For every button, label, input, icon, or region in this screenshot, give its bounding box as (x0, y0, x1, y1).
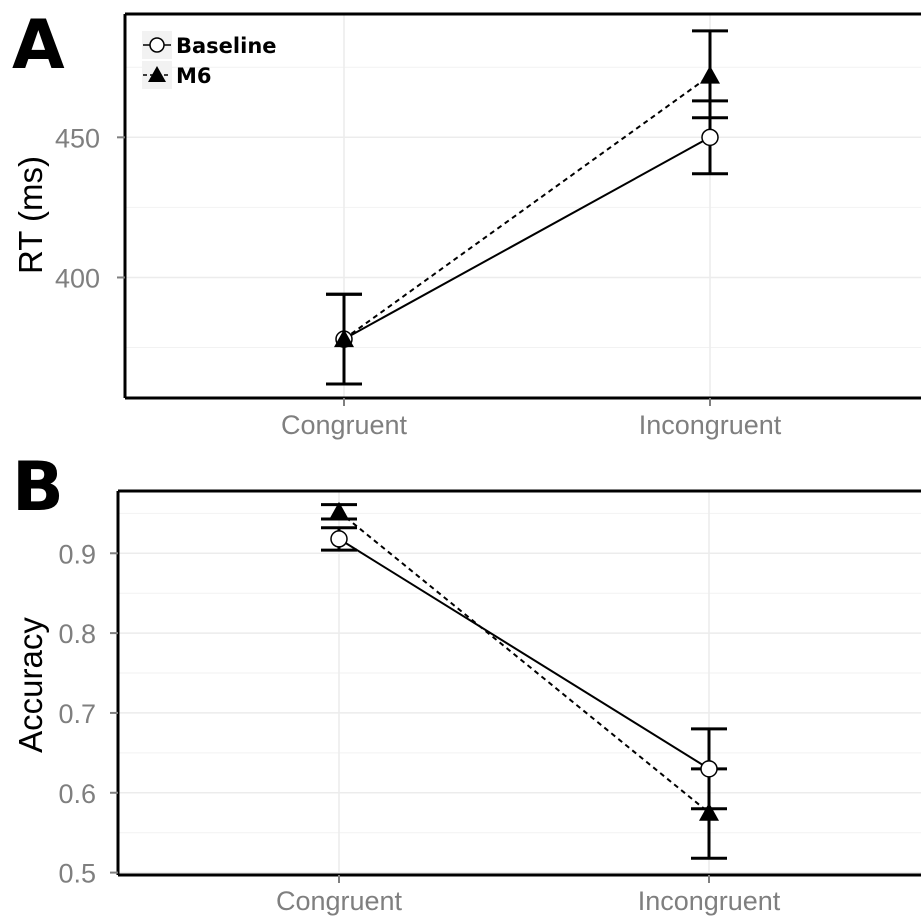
panel-b-y-axis-title: Accuracy (12, 617, 49, 753)
panel-b-letter: B (12, 448, 64, 527)
data-point-baseline (701, 128, 719, 147)
data-point-m6 (699, 802, 719, 821)
panel-a-letter: A (12, 6, 65, 85)
legend-label: M6 (176, 64, 212, 88)
series-line-m6 (338, 511, 710, 814)
data-point-m6 (700, 65, 720, 84)
series-line-m6 (343, 74, 711, 340)
series-line-baseline (343, 136, 711, 340)
y-tick-label: 450 (55, 123, 100, 153)
legend-key-marker (148, 66, 166, 82)
data-point-baseline (700, 760, 718, 778)
panel-a-y-axis-title: RT (ms) (12, 156, 49, 274)
y-tick-label: 0.8 (58, 619, 96, 649)
data-point-baseline (330, 530, 348, 548)
legend-key-marker (149, 37, 165, 53)
y-tick-label: 0.7 (58, 699, 96, 729)
series-line-baseline (338, 538, 710, 770)
y-tick-label: 0.5 (58, 859, 96, 889)
x-tick-label: Congruent (276, 886, 403, 916)
y-tick-label: 0.9 (58, 539, 96, 569)
data-point-m6 (334, 329, 354, 348)
y-tick-label: 400 (55, 263, 100, 293)
legend-label: Baseline (176, 34, 277, 58)
x-tick-label: Incongruent (639, 410, 782, 440)
data-point-m6 (329, 501, 349, 520)
x-tick-label: Congruent (281, 410, 408, 440)
panel-b-plot: 0.5 0.6 0.7 0.8 0.9 Congruent Incongruent (58, 489, 921, 916)
panel-a: A RT (ms) 400 450 Congruent Incongruent Base… (12, 6, 921, 440)
x-tick-label: Incongruent (638, 886, 781, 916)
panel-a-plot: 400 450 Congruent Incongruent Baseline M6 (55, 12, 921, 440)
y-tick-label: 0.6 (58, 779, 96, 809)
panel-b: B Accuracy 0.5 0.6 0.7 0.8 0.9 Congruent Incon… (12, 448, 921, 916)
